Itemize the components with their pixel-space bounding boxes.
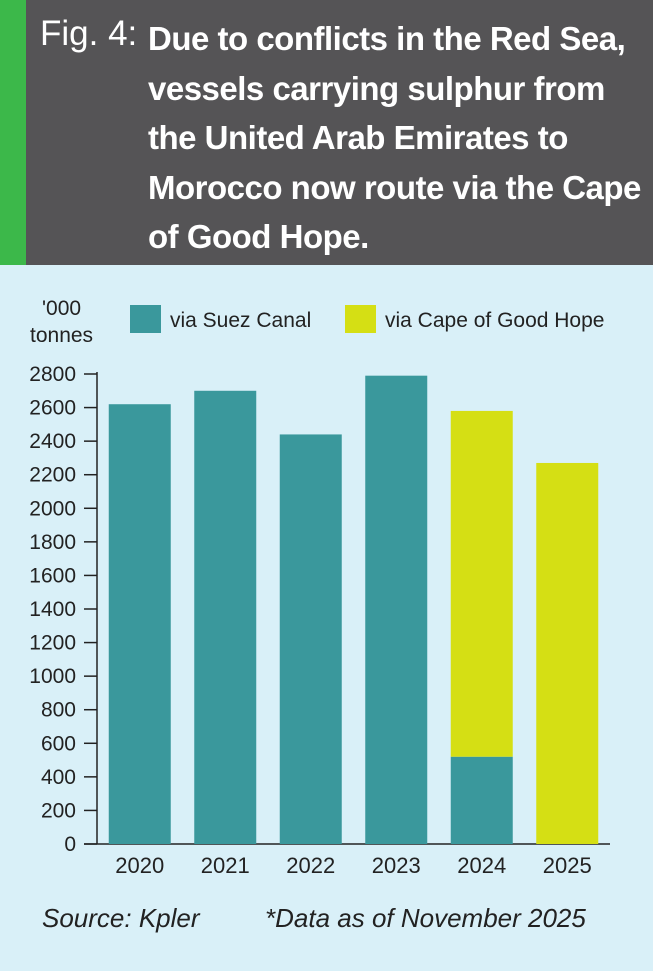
legend-label-0: via Suez Canal (170, 309, 311, 332)
y-tick-label: 1400 (29, 598, 76, 621)
bar-2020-series-0 (108, 404, 171, 844)
x-tick-label: 2020 (115, 853, 164, 878)
legend: via Suez Canal via Cape of Good Hope (130, 305, 604, 333)
y-axis-unit-line2: tonnes (30, 324, 93, 347)
header-accent-bar (0, 0, 26, 265)
bar-2024-series-0 (450, 756, 513, 844)
figure-title: Due to conflicts in the Red Sea, vessels… (148, 20, 641, 255)
y-tick-label: 1600 (29, 564, 76, 587)
y-tick-label: 800 (41, 699, 76, 722)
y-axis-unit-line1: '000 (42, 297, 81, 320)
legend-swatch-0 (130, 305, 161, 333)
x-tick-label: 2024 (457, 853, 506, 878)
y-tick-label: 0 (64, 833, 76, 856)
x-tick-label: 2022 (286, 853, 335, 878)
bar-2025-series-1 (536, 462, 599, 844)
y-tick-label: 400 (41, 766, 76, 789)
y-tick-label: 2000 (29, 497, 76, 520)
legend-label-1: via Cape of Good Hope (385, 309, 604, 332)
bar-2024-series-1 (450, 410, 513, 757)
x-axis: 2020 2021 2022 2023 2024 2025 (115, 853, 591, 878)
y-tick-label: 1000 (29, 665, 76, 688)
y-tick-label: 2600 (29, 397, 76, 420)
y-tick-label: 2400 (29, 430, 76, 453)
source-note: Source: Kpler (42, 903, 200, 933)
y-tick-label: 2200 (29, 464, 76, 487)
bar-2023-series-0 (365, 375, 428, 844)
figure-label: Fig. 4: (40, 14, 138, 53)
y-tick-label: 1800 (29, 531, 76, 554)
bar-2022-series-0 (279, 434, 342, 844)
figure-header: Fig. 4: Due to conflicts in the Red Sea,… (0, 0, 653, 265)
y-axis: 0 200 400 600 800 1000 1200 1400 1600 1800 2000 220… (29, 363, 610, 856)
y-tick-label: 1200 (29, 632, 76, 655)
x-tick-label: 2025 (543, 853, 592, 878)
legend-swatch-1 (345, 305, 376, 333)
bars (108, 375, 599, 844)
x-tick-label: 2021 (201, 853, 250, 878)
bar-2021-series-0 (194, 390, 257, 844)
data-date-note: *Data as of November 2025 (265, 903, 586, 933)
y-tick-label: 200 (41, 799, 76, 822)
y-tick-label: 600 (41, 732, 76, 755)
x-tick-label: 2023 (372, 853, 421, 878)
y-tick-label: 2800 (29, 363, 76, 386)
